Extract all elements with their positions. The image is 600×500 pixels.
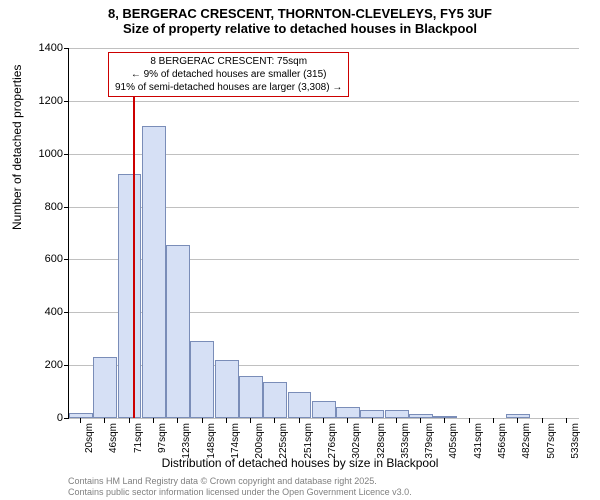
xtick-label: 97sqm [157,423,168,453]
gridline [69,418,579,419]
ytick-label: 1000 [23,148,63,160]
xtick-label: 353sqm [400,423,411,459]
xtick-label: 148sqm [206,423,217,459]
xtick-label: 456sqm [497,423,508,459]
title-sub: Size of property relative to detached ho… [0,21,600,36]
footer-attribution: Contains HM Land Registry data © Crown c… [68,476,412,498]
ytick-label: 200 [23,359,63,371]
annotation-line2: ← 9% of detached houses are smaller (315… [115,68,342,81]
xtick-label: 302sqm [351,423,362,459]
histogram-bar [433,416,457,418]
xtick-mark [396,418,397,423]
xtick-label: 405sqm [448,423,459,459]
xtick-label: 482sqm [521,423,532,459]
histogram-bar [385,410,409,418]
ytick-mark [64,154,69,155]
histogram-bar [312,401,336,418]
ytick-mark [64,48,69,49]
histogram-bar [409,414,433,418]
annotation-line1: 8 BERGERAC CRESCENT: 75sqm [115,55,342,68]
ytick-label: 1400 [23,42,63,54]
xtick-label: 46sqm [108,423,119,453]
xtick-label: 507sqm [546,423,557,459]
plot-region [68,48,579,419]
xtick-label: 533sqm [570,423,581,459]
histogram-bar [142,126,166,418]
ytick-mark [64,365,69,366]
ytick-mark [64,259,69,260]
xtick-mark [177,418,178,423]
gridline [69,48,579,49]
ytick-label: 400 [23,306,63,318]
ytick-label: 0 [23,412,63,424]
xtick-mark [202,418,203,423]
ytick-mark [64,101,69,102]
xtick-label: 328sqm [376,423,387,459]
xtick-label: 200sqm [254,423,265,459]
xtick-label: 251sqm [303,423,314,459]
ytick-mark [64,418,69,419]
histogram-bar [215,360,239,418]
xtick-mark [104,418,105,423]
histogram-bar [69,413,93,418]
xtick-mark [153,418,154,423]
xtick-mark [444,418,445,423]
xtick-label: 276sqm [327,423,338,459]
histogram-bar [506,414,530,418]
xtick-mark [542,418,543,423]
xtick-mark [299,418,300,423]
ytick-mark [64,207,69,208]
xtick-mark [517,418,518,423]
xtick-mark [347,418,348,423]
ytick-label: 600 [23,253,63,265]
xtick-label: 174sqm [230,423,241,459]
xtick-mark [250,418,251,423]
chart-container: 8, BERGERAC CRESCENT, THORNTON-CLEVELEYS… [0,0,600,500]
xtick-label: 379sqm [424,423,435,459]
xtick-mark [420,418,421,423]
xtick-label: 123sqm [181,423,192,459]
gridline [69,101,579,102]
histogram-bar [288,392,312,418]
xtick-mark [372,418,373,423]
chart-area: 020040060080010001200140020sqm46sqm71sqm… [68,48,578,418]
histogram-bar [93,357,117,418]
histogram-bar [336,407,360,418]
histogram-bar [166,245,190,418]
xtick-mark [274,418,275,423]
title-main: 8, BERGERAC CRESCENT, THORNTON-CLEVELEYS… [0,0,600,21]
xtick-mark [226,418,227,423]
x-axis-label: Distribution of detached houses by size … [0,456,600,470]
xtick-mark [129,418,130,423]
histogram-bar [360,410,384,418]
xtick-mark [566,418,567,423]
histogram-bar [118,174,142,418]
xtick-label: 225sqm [278,423,289,459]
xtick-mark [323,418,324,423]
histogram-bar [263,382,287,418]
y-axis-label: Number of detached properties [10,65,24,230]
ytick-label: 800 [23,201,63,213]
xtick-label: 431sqm [473,423,484,459]
xtick-label: 20sqm [84,423,95,453]
xtick-mark [493,418,494,423]
marker-line [133,69,135,418]
histogram-bar [190,341,214,418]
footer-line1: Contains HM Land Registry data © Crown c… [68,476,412,487]
annotation-box: 8 BERGERAC CRESCENT: 75sqm← 9% of detach… [108,52,349,97]
xtick-mark [80,418,81,423]
xtick-label: 71sqm [133,423,144,453]
histogram-bar [239,376,263,418]
xtick-mark [469,418,470,423]
footer-line2: Contains public sector information licen… [68,487,412,498]
ytick-mark [64,312,69,313]
annotation-line3: 91% of semi-detached houses are larger (… [115,81,342,94]
ytick-label: 1200 [23,95,63,107]
